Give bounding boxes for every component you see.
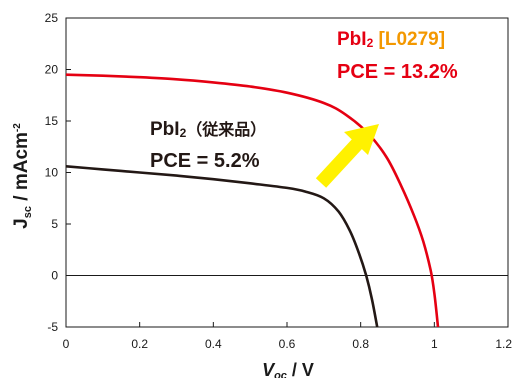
x-axis-title-rest: / V xyxy=(287,360,314,378)
series-line-conventional xyxy=(66,165,379,327)
x-tick-label: 0.2 xyxy=(131,337,148,351)
x-axis: 0 0.2 0.4 0.6 0.8 1 1.2 xyxy=(63,322,512,351)
arrow-shaft xyxy=(315,138,364,188)
annotation-new-compound: PbI xyxy=(337,29,367,50)
x-tick-label: 1 xyxy=(431,337,438,351)
arrow-head xyxy=(344,124,379,155)
y-tick-label: 15 xyxy=(45,114,59,128)
improvement-arrow xyxy=(315,124,379,188)
annotation-new-pce: PCE = 13.2% xyxy=(337,61,458,83)
x-tick-label: 0.8 xyxy=(352,337,369,351)
annotation-old-note: （従来品） xyxy=(186,120,266,139)
y-axis-title: Jsc / mAcm-2 xyxy=(11,123,34,229)
annotation-new-code: [L0279] xyxy=(373,29,445,50)
annotation-new-line1: PbI2 [L0279] xyxy=(337,29,445,50)
y-axis-title-rest: / mAcm xyxy=(11,132,32,206)
annotation-old-pce: PCE = 5.2% xyxy=(150,150,260,172)
x-tick-label: 1.2 xyxy=(495,337,512,351)
y-tick-label: 5 xyxy=(51,217,58,231)
y-axis-title-sub: sc xyxy=(22,206,34,218)
annotation-new-subscript: 2 xyxy=(367,36,374,50)
y-tick-label: 0 xyxy=(51,269,58,283)
y-tick-label: 10 xyxy=(45,166,59,180)
y-axis-title-sup: -2 xyxy=(12,123,23,132)
x-tick-label: 0.6 xyxy=(279,337,296,351)
y-axis-title-main: J xyxy=(11,218,32,229)
series-layer xyxy=(66,73,440,327)
y-tick-label: -5 xyxy=(47,320,58,334)
y-tick-label: 25 xyxy=(45,11,59,25)
x-tick-label: 0.4 xyxy=(205,337,222,351)
y-tick-label: 20 xyxy=(45,63,59,77)
x-tick-label: 0 xyxy=(63,337,70,351)
x-axis-title-main: V xyxy=(262,360,276,378)
annotation-old-line1: PbI2（従来品） xyxy=(150,119,266,140)
annotation-old-compound: PbI xyxy=(150,119,180,140)
x-axis-title-sub: oc xyxy=(274,370,287,378)
y-axis: -5 0 5 10 15 20 25 xyxy=(45,11,71,334)
annotation-old-subscript: 2 xyxy=(180,126,187,140)
series-line-l0279 xyxy=(66,73,440,327)
x-axis-title: Voc / V xyxy=(262,360,314,378)
